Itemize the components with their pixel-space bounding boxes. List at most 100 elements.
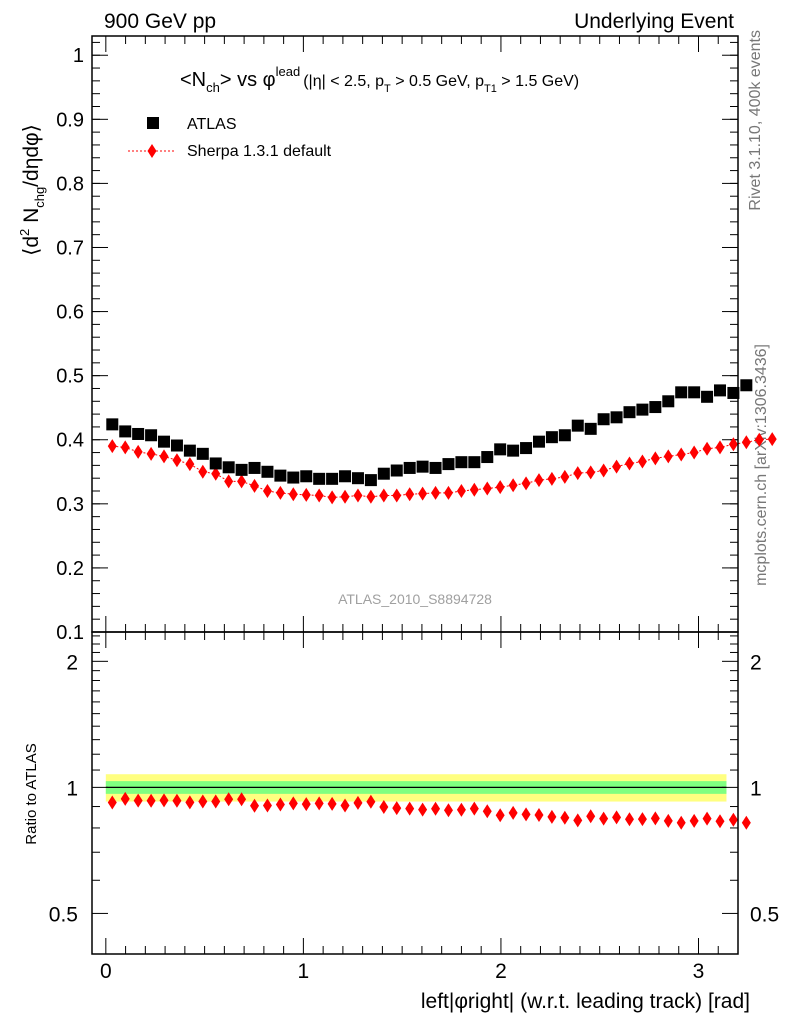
sherpa-point xyxy=(521,476,531,491)
atlas-point xyxy=(145,429,158,442)
main-y-tick-label: 0.2 xyxy=(56,558,84,580)
ratio-point xyxy=(301,797,311,812)
ratio-y-tick-label-left: 0.5 xyxy=(49,903,78,926)
sherpa-point xyxy=(702,441,712,456)
sherpa-point xyxy=(534,473,544,488)
x-tick-label: 2 xyxy=(495,960,507,983)
atlas-point xyxy=(623,406,636,419)
sherpa-point xyxy=(133,444,143,459)
atlas-point xyxy=(300,470,313,483)
ratio-point xyxy=(431,801,441,816)
atlas-point xyxy=(364,474,377,487)
main-y-tick-label: 0.3 xyxy=(56,494,84,516)
ratio-point xyxy=(250,798,260,813)
atlas-point xyxy=(597,413,610,426)
ratio-point xyxy=(418,802,428,817)
sherpa-point xyxy=(469,482,479,497)
main-y-label: ⟨d2 Nchg/dηdφ⟩ xyxy=(17,124,47,256)
main-title: <Nch> vs φlead(|η| < 2.5, pT > 0.5 GeV, … xyxy=(180,64,579,95)
legend-atlas-label: ATLAS xyxy=(187,116,237,133)
atlas-point xyxy=(714,384,727,397)
sherpa-point xyxy=(728,437,738,452)
sherpa-point xyxy=(482,481,492,496)
sherpa-point xyxy=(275,485,285,500)
atlas-point xyxy=(261,465,274,478)
sherpa-point xyxy=(146,446,156,461)
ratio-point xyxy=(237,792,247,807)
ratio-panel: 0.5 0.5 1 1 2 2 0 1 2 3 Ratio to ATLAS left|φrig… xyxy=(23,631,779,1013)
atlas-point xyxy=(222,461,235,474)
sherpa-point xyxy=(327,490,337,505)
atlas-point xyxy=(339,470,352,483)
sherpa-point xyxy=(107,439,117,454)
ratio-point xyxy=(288,796,298,811)
ratio-point xyxy=(508,805,518,820)
atlas-point xyxy=(248,461,261,474)
atlas-point xyxy=(287,471,300,484)
ratio-point xyxy=(586,809,596,824)
header-left: 900 GeV pp xyxy=(104,10,216,33)
main-y-tick-label: 1 xyxy=(73,45,84,67)
ratio-point xyxy=(741,815,751,830)
main-y-tick-label: 0.9 xyxy=(56,109,84,131)
sherpa-markers xyxy=(107,432,777,505)
sherpa-point xyxy=(237,474,247,489)
ratio-point xyxy=(133,793,143,808)
sherpa-point xyxy=(392,488,402,503)
legend-atlas-marker xyxy=(147,117,159,129)
atlas-point xyxy=(442,458,455,471)
atlas-point xyxy=(416,460,429,473)
atlas-point xyxy=(274,469,287,482)
ratio-point xyxy=(392,801,402,816)
atlas-point xyxy=(558,429,571,442)
ratio-point xyxy=(353,795,363,810)
sherpa-point xyxy=(301,487,311,502)
ratio-point xyxy=(379,799,389,814)
sherpa-point xyxy=(508,478,518,493)
ratio-point xyxy=(443,803,453,818)
ratio-point xyxy=(327,796,337,811)
atlas-point xyxy=(235,463,248,476)
sherpa-point xyxy=(443,485,453,500)
sherpa-point xyxy=(366,489,376,504)
atlas-point xyxy=(649,401,662,414)
atlas-point xyxy=(377,467,390,480)
x-tick-label: 1 xyxy=(298,960,310,983)
main-x-ticks xyxy=(105,36,719,632)
legend: ATLAS Sherpa 1.3.1 default xyxy=(128,116,332,160)
ratio-y-ticks xyxy=(92,635,738,955)
analysis-watermark: ATLAS_2010_S8894728 xyxy=(338,591,492,607)
x-tick-label: 0 xyxy=(100,960,112,983)
ratio-point xyxy=(340,798,350,813)
header-right: Underlying Event xyxy=(574,10,734,33)
atlas-point xyxy=(429,461,442,474)
sherpa-point xyxy=(224,474,234,489)
atlas-point xyxy=(688,386,701,399)
main-y-tick-label: 0.6 xyxy=(56,302,84,324)
sherpa-point xyxy=(754,432,764,447)
sherpa-point xyxy=(172,453,182,468)
ratio-frame xyxy=(91,631,739,955)
ratio-point xyxy=(146,793,156,808)
sherpa-point xyxy=(250,478,260,493)
sherpa-point xyxy=(456,484,466,499)
sherpa-point xyxy=(185,457,195,472)
atlas-point xyxy=(119,425,132,438)
ratio-point xyxy=(612,810,622,825)
ratio-y-tick-labels: 0.5 0.5 1 1 2 2 xyxy=(49,651,779,926)
mcplots-label: mcplots.cern.ch [arXiv:1306.3436] xyxy=(753,344,770,586)
sherpa-point xyxy=(624,456,634,471)
ratio-point xyxy=(663,813,673,828)
atlas-point xyxy=(481,451,494,464)
atlas-point xyxy=(520,442,533,455)
atlas-point xyxy=(158,435,171,448)
sherpa-point xyxy=(741,435,751,450)
ratio-y-tick-label-right: 2 xyxy=(750,651,762,674)
sherpa-point xyxy=(650,451,660,466)
ratio-point xyxy=(262,798,272,813)
sherpa-point xyxy=(676,447,686,462)
ratio-point xyxy=(120,791,130,806)
main-y-tick-labels: 0.1 0.2 0.3 0.4 0.5 0.6 0.7 0.8 0.9 1 xyxy=(56,45,84,644)
atlas-point xyxy=(571,419,584,432)
